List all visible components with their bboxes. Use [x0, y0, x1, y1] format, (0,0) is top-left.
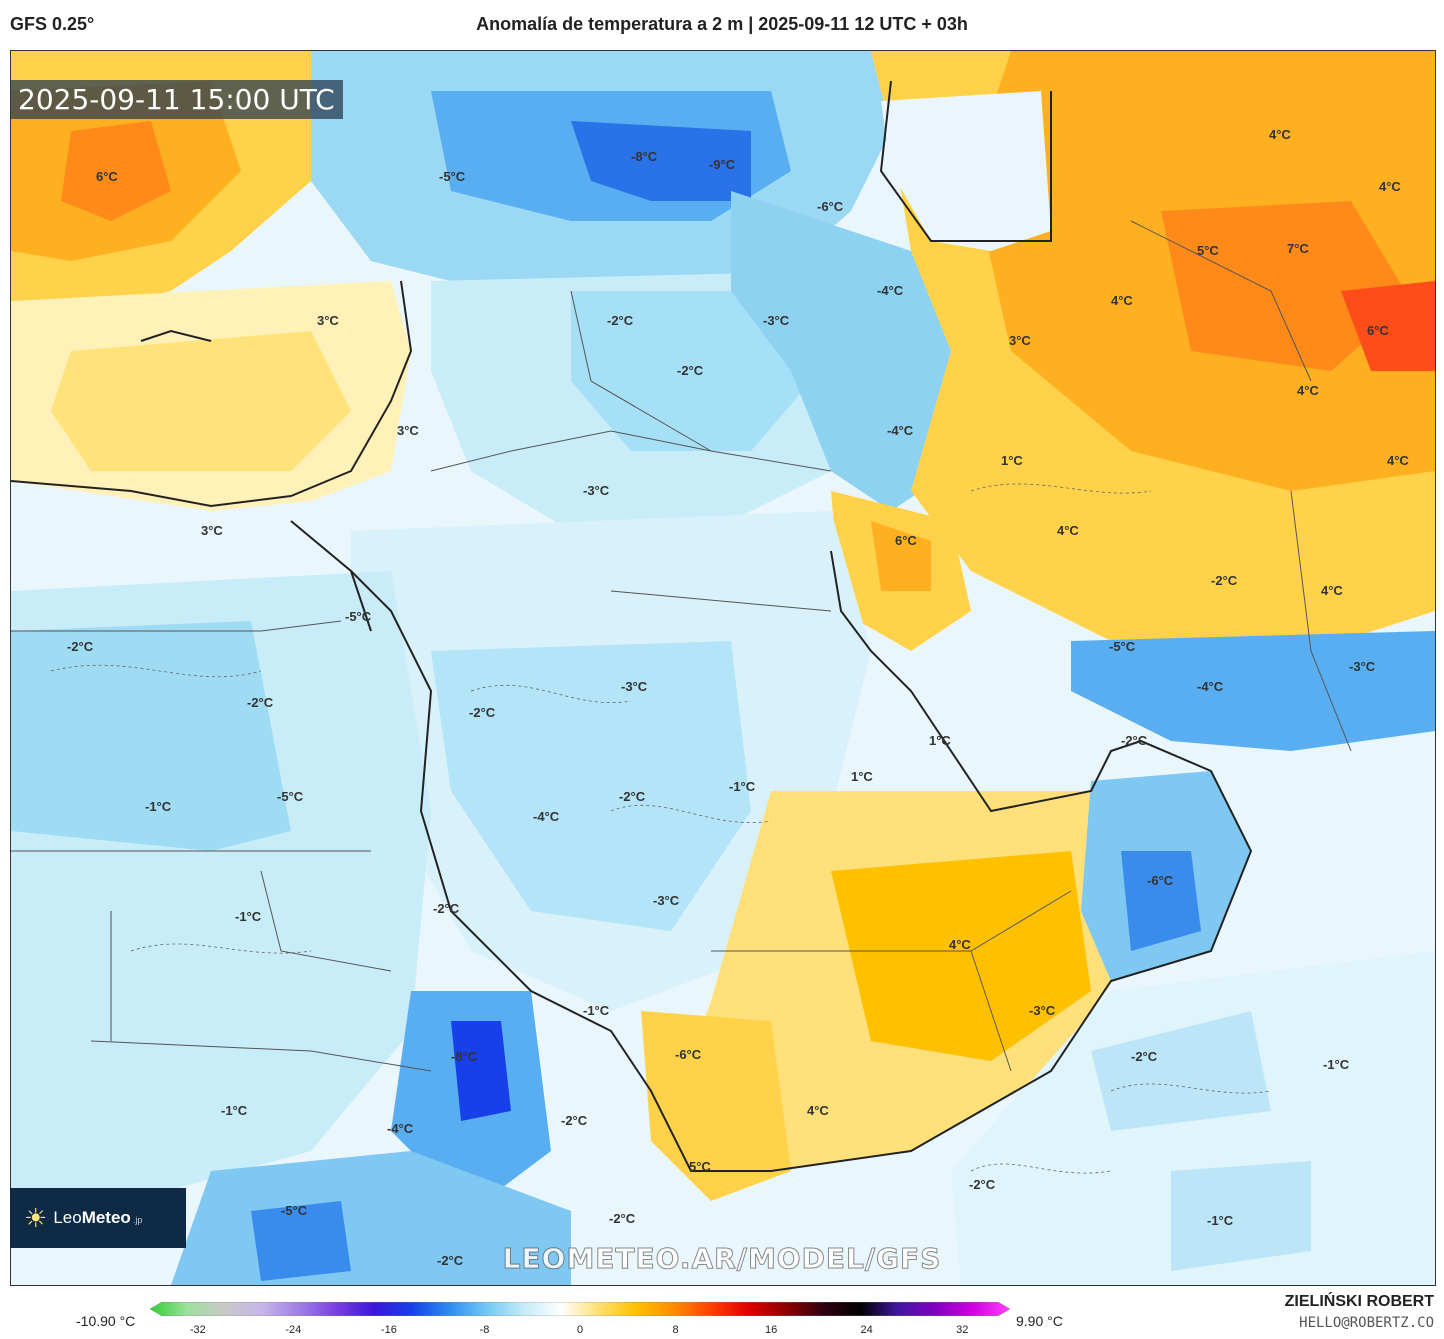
colorbar-tick: -24	[285, 1324, 302, 1336]
contour-label: 4°C	[1057, 523, 1079, 538]
contour-label: -1°C	[729, 779, 756, 794]
contour-label: -9°C	[709, 157, 736, 172]
contour-label: -6°C	[1147, 873, 1174, 888]
contour-label: -2°C	[1211, 573, 1238, 588]
contour-label: -3°C	[763, 313, 790, 328]
contour-label: 3°C	[1009, 333, 1031, 348]
map-panel[interactable]: 6°C -5°C -8°C -9°C -6°C 4°C 4°C 3°C -2°C…	[10, 50, 1436, 1286]
contour-label: -1°C	[235, 909, 262, 924]
contour-label: -5°C	[281, 1203, 308, 1218]
contour-label: 4°C	[807, 1103, 829, 1118]
contour-label: 1°C	[851, 769, 873, 784]
author-email: HELLO@ROBERTZ.CO	[1299, 1315, 1434, 1331]
colorbar-tick: -16	[380, 1324, 397, 1336]
sun-icon: ☀	[24, 1202, 48, 1233]
contour-label: 3°C	[317, 313, 339, 328]
model-label: GFS 0.25°	[10, 14, 95, 34]
source-watermark: LEOMETEO.AR/MODEL/GFS	[502, 1242, 942, 1276]
leometeo-logo[interactable]: ☀ LeoMeteo .jp	[10, 1188, 186, 1248]
contour-label: 4°C	[1269, 127, 1291, 142]
contour-label: -5°C	[1109, 639, 1136, 654]
author-credit: ZIELIŃSKI ROBERT	[1284, 1293, 1434, 1310]
colorbar-tick: -8	[479, 1324, 490, 1336]
colorbar	[150, 1302, 1010, 1316]
contour-label: 3°C	[201, 523, 223, 538]
contour-label: 6°C	[1367, 323, 1389, 338]
contour-label: 4°C	[1387, 453, 1409, 468]
contour-label: -1°C	[221, 1103, 248, 1118]
contour-label: -3°C	[1349, 659, 1376, 674]
contour-label: 3°C	[397, 423, 419, 438]
contour-label: -2°C	[969, 1177, 996, 1192]
contour-label: -2°C	[561, 1113, 588, 1128]
contour-label: 7°C	[1287, 241, 1309, 256]
contour-label: -1°C	[145, 799, 172, 814]
contour-label: 4°C	[1297, 383, 1319, 398]
contour-label: -4°C	[533, 809, 560, 824]
map-title: Anomalía de temperatura a 2 m | 2025-09-…	[476, 14, 968, 34]
contour-label: -2°C	[67, 639, 94, 654]
contour-label: -3°C	[653, 893, 680, 908]
contour-label: -2°C	[469, 705, 496, 720]
colorbar-tick: 32	[956, 1324, 969, 1336]
logo-text: LeoMeteo .jp	[53, 1208, 143, 1227]
contour-label: -4°C	[887, 423, 914, 438]
contour-label: -5°C	[345, 609, 372, 624]
contour-label: -4°C	[1197, 679, 1224, 694]
contour-label: -2°C	[619, 789, 646, 804]
contour-label: -2°C	[1131, 1049, 1158, 1064]
contour-label: -8°C	[451, 1049, 478, 1064]
colorbar-tick: 0	[576, 1324, 584, 1336]
contour-label: -8°C	[631, 149, 658, 164]
colorbar-tick: 24	[860, 1324, 873, 1336]
contour-label: -2°C	[677, 363, 704, 378]
colorbar-min-label: -10.90 °C	[76, 1313, 136, 1329]
contour-label: 6°C	[96, 169, 118, 184]
contour-label: -2°C	[609, 1211, 636, 1226]
contour-label: -3°C	[621, 679, 648, 694]
contour-label: 4°C	[1321, 583, 1343, 598]
colorbar-max-label: 9.90 °C	[1016, 1313, 1063, 1329]
anomaly-map: 6°C -5°C -8°C -9°C -6°C 4°C 4°C 3°C -2°C…	[11, 51, 1435, 1285]
colorbar-ticks: -32 -24 -16 -8 0 8 16 24 32	[150, 1324, 1010, 1338]
valid-time-label: 2025-09-11 15:00 UTC	[10, 80, 343, 119]
contour-label: -2°C	[607, 313, 634, 328]
contour-label: -5°C	[277, 789, 304, 804]
contour-label: -1°C	[1323, 1057, 1350, 1072]
contour-label: -2°C	[247, 695, 274, 710]
colorbar-tick: 8	[672, 1324, 679, 1336]
contour-label: 4°C	[1379, 179, 1401, 194]
contour-label: -6°C	[817, 199, 844, 214]
contour-label: 1°C	[929, 733, 951, 748]
colorbar-tick: 16	[764, 1324, 778, 1336]
contour-label: -4°C	[877, 283, 904, 298]
contour-label: 4°C	[1111, 293, 1133, 308]
colorbar-tick: -32	[189, 1324, 206, 1336]
contour-label: -2°C	[433, 901, 460, 916]
contour-label: -6°C	[675, 1047, 702, 1062]
contour-label: 5°C	[1197, 243, 1219, 258]
contour-label: 5°C	[689, 1159, 711, 1174]
contour-label: -2°C	[1121, 733, 1148, 748]
contour-label: 4°C	[949, 937, 971, 952]
contour-label: 6°C	[895, 533, 917, 548]
contour-label: -1°C	[583, 1003, 610, 1018]
contour-label: 1°C	[1001, 453, 1023, 468]
contour-label: -1°C	[1207, 1213, 1234, 1228]
contour-label: -3°C	[1029, 1003, 1056, 1018]
contour-label: -4°C	[387, 1121, 414, 1136]
contour-label: -2°C	[437, 1253, 464, 1268]
contour-label: -5°C	[439, 169, 466, 184]
contour-label: -3°C	[583, 483, 610, 498]
